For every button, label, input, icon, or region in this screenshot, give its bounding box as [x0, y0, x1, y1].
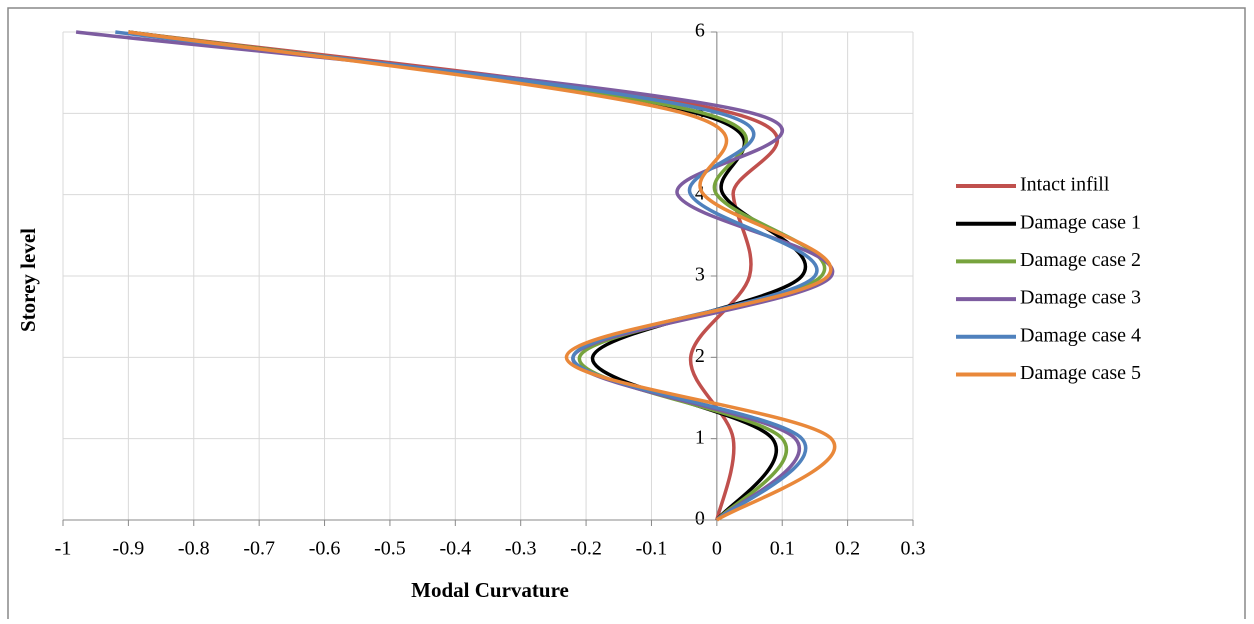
x-tick-label: -0.1 — [636, 538, 668, 560]
y-axis-title: Storey level — [16, 228, 40, 332]
x-tick-label: 0 — [712, 538, 722, 560]
y-tick-label: 2 — [695, 345, 705, 367]
y-tick-label: 3 — [695, 264, 705, 286]
x-tick-label: -0.6 — [309, 538, 341, 560]
x-tick-label: -1 — [55, 538, 72, 560]
legend-label: Damage case 4 — [1020, 324, 1141, 346]
legend-label: Damage case 3 — [1020, 287, 1141, 309]
chart-border — [7, 7, 1246, 624]
legend-label: Intact infill — [1020, 174, 1110, 196]
x-axis-title: Modal Curvature — [411, 578, 569, 602]
x-tick-label: -0.2 — [570, 538, 602, 560]
x-tick-label: -0.7 — [243, 538, 275, 560]
x-tick-label: -0.3 — [505, 538, 537, 560]
data-line — [128, 30, 837, 522]
x-tick-label: 0.3 — [901, 538, 926, 560]
x-tick-label: -0.4 — [439, 538, 471, 560]
x-tick-label: -0.8 — [178, 538, 210, 560]
x-tick-label: 0.1 — [770, 538, 795, 560]
y-tick-label: 0 — [695, 508, 705, 530]
legend-label: Damage case 5 — [1020, 362, 1141, 384]
x-tick-label: 0.2 — [835, 538, 860, 560]
y-tick-label: 1 — [695, 426, 705, 448]
legend-label: Damage case 1 — [1020, 211, 1141, 233]
legend-label: Damage case 2 — [1020, 249, 1141, 271]
y-tick-label: 6 — [695, 20, 705, 42]
x-tick-label: -0.9 — [113, 538, 145, 560]
data-line — [115, 30, 819, 522]
y-tick-label: 4 — [695, 182, 705, 204]
x-tick-label: -0.5 — [374, 538, 406, 560]
